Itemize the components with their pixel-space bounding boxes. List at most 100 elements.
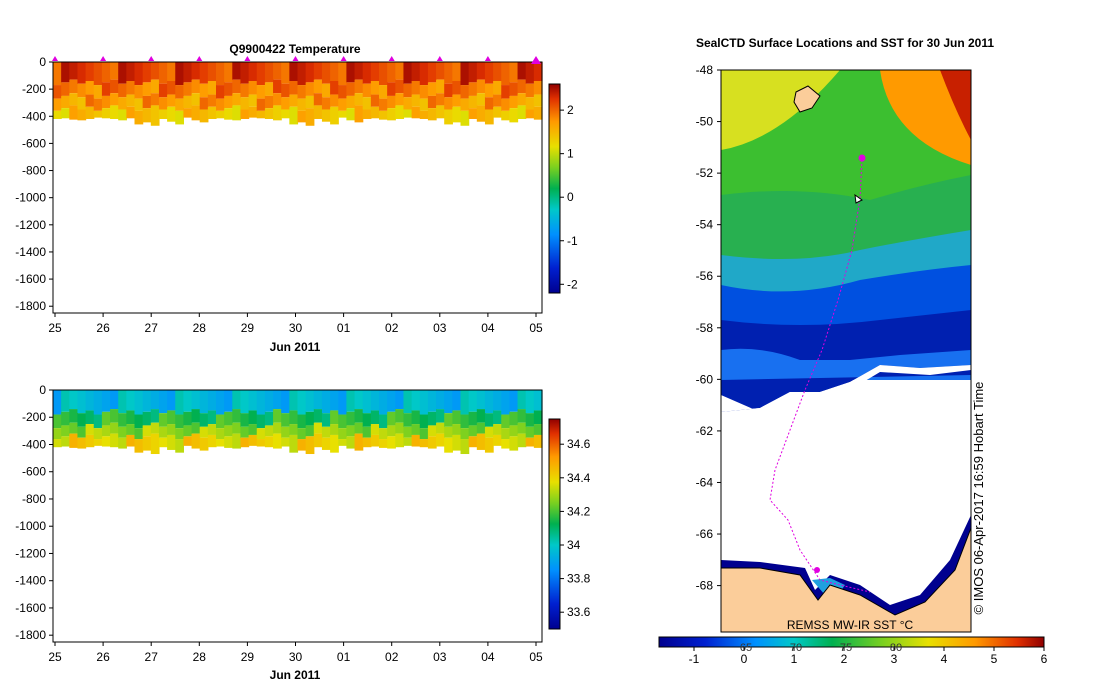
sst-colorbar-overlay-ticks: 65 70 75 80 <box>740 642 902 654</box>
profile-cell <box>167 80 176 95</box>
profile-cell <box>436 433 445 447</box>
x-tick-label: 27 <box>145 321 159 335</box>
x-tick-label: 05 <box>529 650 543 664</box>
profile-cell <box>419 390 429 415</box>
profile-cell <box>158 97 168 110</box>
profile-cell <box>444 62 453 84</box>
profile-cell <box>452 62 462 81</box>
profile-cell <box>175 414 184 429</box>
x-tick-label: 29 <box>241 321 255 335</box>
profile-cell <box>69 62 79 80</box>
profile-cell <box>69 93 79 106</box>
profile-cell <box>142 425 152 437</box>
profile-cell <box>411 80 421 95</box>
profile-cell <box>379 98 388 111</box>
profile-cell <box>387 411 396 426</box>
profile-cell <box>444 97 453 110</box>
profile-cell <box>427 82 437 96</box>
profile-marker <box>484 56 491 61</box>
profile-cell <box>289 390 299 411</box>
profile-cell <box>53 439 62 448</box>
profile-cell <box>264 436 274 448</box>
profile-cell <box>297 110 307 123</box>
profile-cell <box>330 434 339 453</box>
profile-cell <box>460 110 470 126</box>
profile-cell <box>232 409 242 423</box>
profile-cell <box>509 62 519 83</box>
profile-cell <box>436 390 445 410</box>
profile-cell <box>93 85 103 99</box>
heard-island <box>854 193 863 204</box>
profile-cell <box>484 413 494 427</box>
profile-cell <box>452 424 462 435</box>
profile-cell <box>85 106 95 119</box>
profile-cell <box>346 390 356 412</box>
profile-cell <box>183 95 193 109</box>
temperature-axes-frame <box>52 61 543 314</box>
profile-cell <box>354 422 364 434</box>
profile-cell <box>379 62 388 86</box>
profile-cell <box>150 390 160 410</box>
profile-cell <box>77 62 87 84</box>
profile-cell <box>338 390 347 415</box>
profile-cell <box>460 98 470 111</box>
x-tick-label: 25 <box>48 650 62 664</box>
profile-cell <box>460 62 470 86</box>
salinity-y-axis: 0 -200 -400 -600 -800 -1000 -1200 -1400 -1600 -18… <box>15 383 53 642</box>
profile-cell <box>69 79 79 94</box>
profile-cell <box>158 390 168 414</box>
profile-cell <box>118 390 127 414</box>
profile-cell <box>509 436 519 451</box>
profile-cell <box>142 390 152 412</box>
profile-cell <box>484 437 494 453</box>
profile-cell <box>330 390 339 411</box>
profile-cell <box>346 425 356 437</box>
profile-cell <box>126 94 136 107</box>
profile-cell <box>305 108 315 126</box>
colorbar-tick-label: 34.2 <box>567 504 591 518</box>
profile-cell <box>436 79 445 94</box>
profile-cell <box>476 62 486 80</box>
x-tick-label: 01 <box>337 321 351 335</box>
profile-cell <box>93 110 103 118</box>
profile-cell <box>313 105 323 119</box>
x-tick-label: 27 <box>145 650 159 664</box>
profile-cell <box>403 109 413 118</box>
profile-cell <box>216 428 225 440</box>
profile-cell <box>273 62 282 80</box>
profile-cell <box>248 80 258 95</box>
profile-cell <box>338 414 347 429</box>
profile-cell <box>142 411 152 426</box>
y-tick-label: 0 <box>39 55 46 69</box>
profile-cell <box>533 434 543 448</box>
profile-cell <box>248 106 258 118</box>
profile-cell <box>134 428 144 440</box>
sst-band-green <box>721 70 971 210</box>
profile-cell <box>183 425 193 437</box>
profile-cell <box>330 106 339 125</box>
profile-cell <box>158 426 168 438</box>
temperature-panel: Q9900422 Temperature 0 -200 -400 -600 -800 -1… <box>15 42 578 354</box>
profile-cell <box>525 83 535 98</box>
profile-cell <box>411 94 421 107</box>
profile-cell <box>484 97 494 110</box>
profile-cell <box>240 62 250 84</box>
profile-cell <box>281 97 290 110</box>
profile-cell <box>93 62 103 86</box>
profile-cell <box>224 411 233 426</box>
profile-cell <box>362 109 372 119</box>
profile-cell <box>370 390 380 411</box>
profile-marker <box>148 56 155 61</box>
profile-cell <box>297 85 307 99</box>
profile-cell <box>370 62 380 81</box>
profile-cell <box>167 390 176 411</box>
y-tick-label: -1000 <box>15 191 46 205</box>
colorbar-tick-label: 34.6 <box>567 437 591 451</box>
profile-cell <box>452 434 462 451</box>
profile-cell <box>501 390 510 415</box>
profile-cell <box>69 433 79 448</box>
profile-cell <box>207 434 217 448</box>
profile-cell <box>501 110 510 121</box>
y-tick-label: -1600 <box>15 272 46 286</box>
profile-marker <box>388 56 395 61</box>
